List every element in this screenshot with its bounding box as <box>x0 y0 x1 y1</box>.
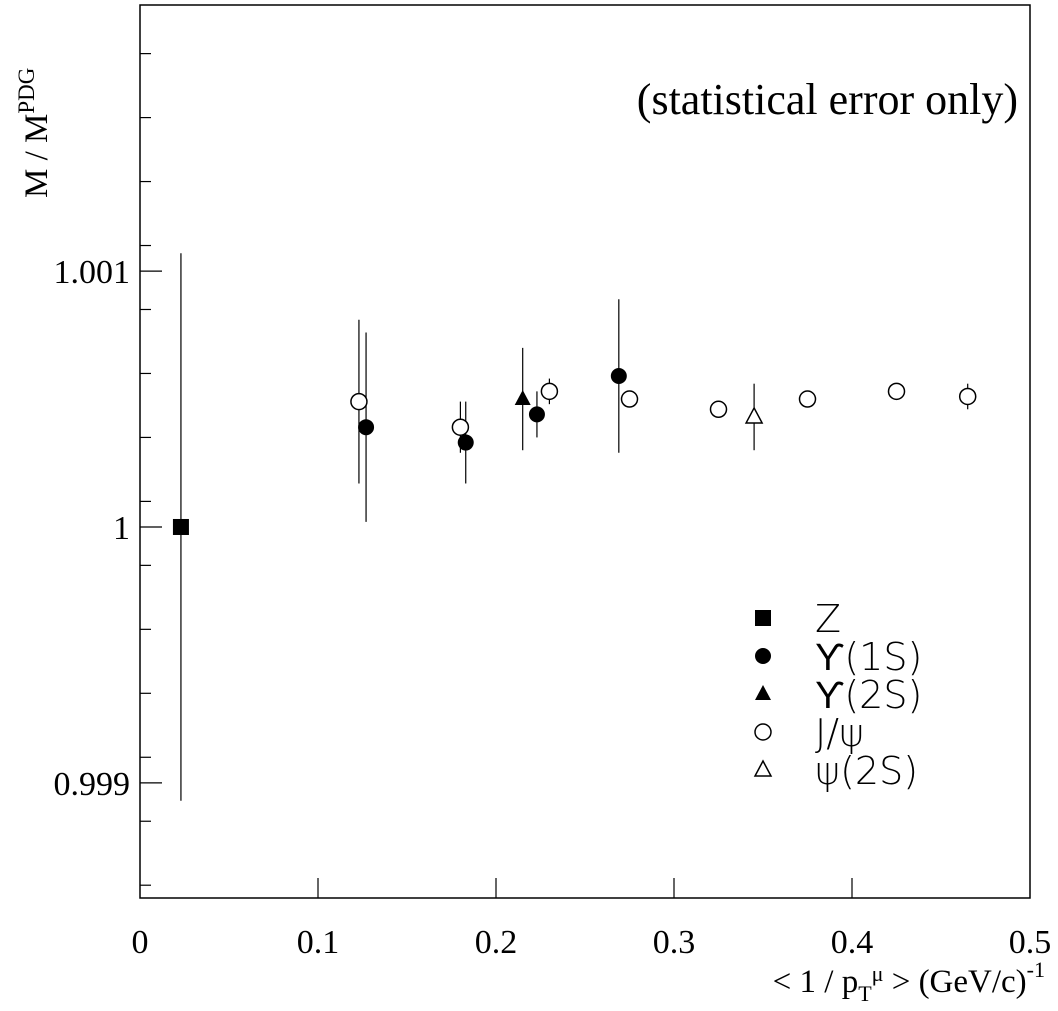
legend-label: ϒ(2S) <box>815 673 922 717</box>
annotation: (statistical error only) <box>637 75 1018 124</box>
legend: Zϒ(1S)ϒ(2S)J/ψψ(2S) <box>753 597 922 793</box>
y-axis-label: M / MPDG <box>14 68 55 198</box>
legend-label: ψ(2S) <box>815 749 918 793</box>
x-axis-label-sub: T <box>858 981 872 1006</box>
data-point <box>172 518 189 535</box>
legend-label: J/ψ <box>815 711 864 755</box>
y-tick-label: 0.999 <box>54 766 131 803</box>
data-point <box>887 382 906 401</box>
legend-marker <box>753 759 773 777</box>
y-tick-label: 1.001 <box>54 254 131 291</box>
data-point <box>798 390 817 408</box>
x-axis-ticks: 0 0.1 0.2 0.3 0.4 0.5 <box>132 878 1052 961</box>
data-point <box>620 390 639 408</box>
legend-label: ϒ(1S) <box>815 635 922 679</box>
x-axis-label-prefix: < 1 / p <box>773 964 859 1000</box>
data-point <box>744 406 764 424</box>
data-point <box>709 400 728 419</box>
data-point <box>540 382 559 401</box>
x-tick-label: 0.3 <box>653 924 696 961</box>
legend-marker <box>755 685 771 700</box>
y-axis-label-sup: PDG <box>14 68 39 114</box>
data-markers <box>172 368 977 535</box>
y-minor-ticks <box>140 53 151 886</box>
legend-marker <box>755 610 771 626</box>
plot-frame <box>139 4 1031 899</box>
data-point <box>610 368 627 385</box>
legend-marker <box>755 648 771 664</box>
x-axis-label: < 1 / pTμ > (GeV/c)-1 <box>773 957 1045 1006</box>
data-point <box>457 434 474 451</box>
x-axis-label-exp: -1 <box>1027 957 1045 982</box>
y-axis-ticks: 0.999 1 1.001 <box>54 254 162 803</box>
data-point <box>451 418 470 436</box>
data-point <box>358 419 375 436</box>
data-point <box>958 387 977 406</box>
x-tick-label: 0.4 <box>831 924 874 961</box>
legend-marker <box>754 723 772 741</box>
legend-label: Z <box>815 597 841 641</box>
data-point <box>514 390 531 406</box>
data-point <box>350 392 368 411</box>
y-tick-label: 1 <box>113 510 130 547</box>
data-point <box>528 406 545 423</box>
x-axis-label-suffix: > (GeV/c) <box>883 964 1026 1000</box>
x-tick-label: 0 <box>132 924 149 961</box>
x-tick-label: 0.5 <box>1009 924 1052 961</box>
x-tick-label: 0.1 <box>297 924 340 961</box>
x-tick-label: 0.2 <box>475 924 518 961</box>
x-axis-label-sup: μ <box>872 961 884 986</box>
y-axis-label-main: M / M <box>19 114 55 198</box>
